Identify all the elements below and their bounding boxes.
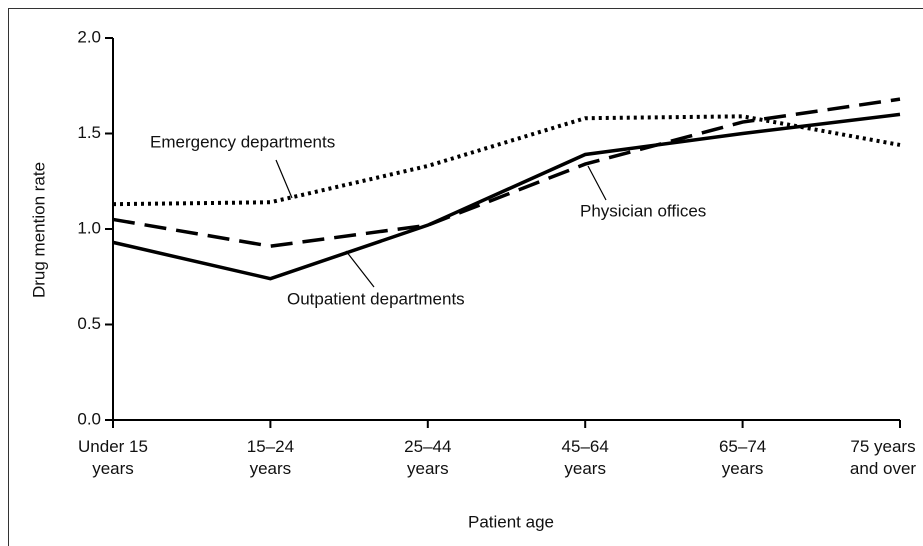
y-tick-label: 1.5 (77, 123, 101, 142)
x-tick-label: 45–64 years (561, 437, 609, 478)
y-tick-label: 1.0 (77, 218, 101, 237)
leader-line (587, 165, 607, 201)
series-line (112, 97, 901, 248)
y-tick-label: 0.5 (77, 314, 101, 333)
x-axis-label: Patient age (468, 512, 554, 531)
y-tick-label: 0.0 (77, 409, 101, 428)
leader-line (345, 250, 375, 288)
frame (8, 8, 923, 546)
x-tick-label: 15–24 years (246, 437, 295, 478)
series-line (112, 114, 901, 207)
y-tick-label: 2.0 (77, 27, 101, 46)
series-line (112, 112, 901, 281)
series-annotation: Outpatient departments (287, 289, 465, 308)
x-tick-label: Under 15 years (78, 437, 148, 478)
x-tick-label: 75 years and over (849, 437, 917, 478)
leader-line (275, 159, 293, 199)
x-tick-label: 65–74 years (718, 437, 767, 478)
series-annotation: Emergency departments (150, 132, 335, 151)
x-tick-label: 25–44 years (404, 437, 452, 478)
y-axis-label: Drug mention rate (29, 162, 48, 298)
series-annotation: Physician offices (580, 201, 706, 220)
